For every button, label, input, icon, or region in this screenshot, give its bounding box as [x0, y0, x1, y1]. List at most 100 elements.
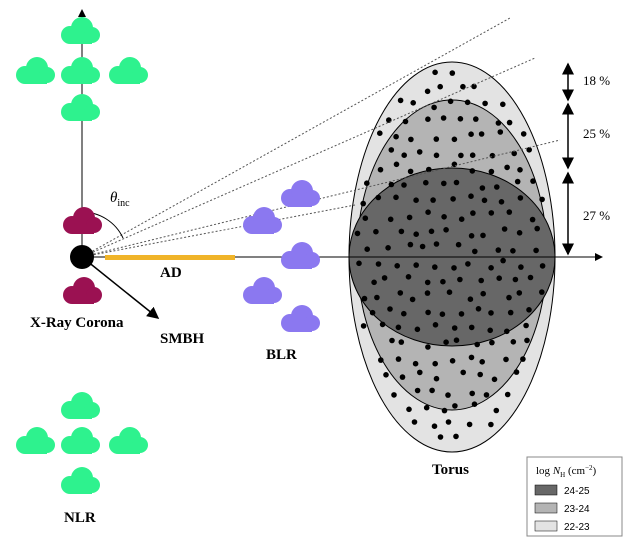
cloud-dot — [473, 116, 479, 122]
cloud-dot — [487, 327, 494, 334]
cloud-dot — [440, 115, 447, 121]
cloud-dot — [516, 230, 523, 236]
cloud-dot — [364, 180, 370, 186]
cloud-dot — [468, 131, 474, 137]
cloud-dot — [393, 161, 400, 168]
cloud-dot — [433, 136, 440, 142]
cloud-dot — [374, 294, 380, 301]
cloud-dot — [465, 261, 471, 267]
cloud-dot — [497, 129, 504, 135]
cloud-dot — [440, 278, 446, 285]
nlr-label: NLR — [64, 510, 96, 526]
cloud-dot — [506, 294, 512, 301]
legend-swatch — [534, 502, 558, 514]
legend-title-part: −2 — [585, 464, 593, 472]
cloud-dot — [423, 179, 429, 186]
cloud-dot — [533, 247, 539, 254]
cloud-dot — [513, 369, 520, 375]
cloud-dot — [386, 117, 392, 123]
cloud-dot — [451, 265, 457, 271]
cloud-dot — [437, 83, 444, 90]
cloud-dot — [451, 136, 458, 143]
cloud-dot — [377, 166, 384, 173]
cloud-dot — [453, 179, 460, 186]
cloud-dot — [413, 262, 420, 268]
cloud-dot — [466, 421, 473, 428]
cloud-dot — [356, 260, 362, 267]
cloud-dot — [480, 290, 487, 297]
cloud-dot — [414, 326, 421, 333]
cloud-dot — [432, 264, 438, 270]
cloud-dot — [511, 150, 517, 157]
cloud-dot — [428, 228, 435, 235]
cloud-dot — [477, 371, 484, 378]
cloud-dot — [398, 339, 405, 345]
legend-title-part: log — [536, 465, 553, 477]
cloud-dot — [450, 196, 456, 202]
cloud-dot — [504, 391, 511, 398]
cloud-dot — [510, 248, 516, 254]
fraction: 25 % — [583, 126, 610, 141]
cloud-dot — [381, 275, 388, 281]
cloud-dot — [520, 131, 527, 137]
cloud-dot — [449, 70, 456, 76]
cloud-dot — [523, 322, 529, 329]
cloud-dot — [407, 168, 414, 175]
cloud-dot — [506, 119, 513, 126]
cloud-dot — [410, 100, 417, 106]
cloud-dot — [416, 149, 423, 155]
cloud-dot — [399, 374, 406, 380]
cloud-dot — [468, 233, 475, 239]
cloud-dot — [362, 215, 369, 221]
cloud-dot — [441, 407, 448, 414]
cloud-dot — [413, 197, 419, 203]
cloud-dot — [389, 337, 395, 344]
cloud-dot — [388, 147, 395, 153]
smbh-label: SMBH — [160, 331, 205, 347]
fraction: 18 % — [583, 73, 610, 88]
legend-entry: 24-25 — [564, 486, 590, 497]
cloud-dot — [495, 120, 502, 126]
cloud-dot — [474, 341, 481, 348]
cloud-dot — [433, 241, 440, 247]
cloud-dot — [469, 152, 476, 158]
cloud-dot — [443, 227, 449, 233]
blr-label: BLR — [266, 347, 297, 363]
cloud-dot — [425, 209, 431, 215]
cloud-dot — [469, 168, 476, 174]
cloud-dot — [504, 164, 510, 171]
cloud-dot — [483, 392, 490, 398]
cloud-dot — [458, 216, 465, 222]
cloud-dot — [371, 279, 377, 286]
ad-label: AD — [160, 265, 182, 281]
cloud-dot — [451, 325, 458, 331]
cloud-dot — [447, 98, 454, 105]
cloud-dot — [501, 226, 508, 232]
legend-title-part: H — [560, 471, 565, 479]
legend-swatch — [534, 484, 558, 496]
legend-entry: 22-23 — [564, 522, 590, 533]
theta-subscript: inc — [117, 198, 130, 209]
cloud-dot — [431, 423, 438, 430]
cloud-dot — [512, 276, 519, 283]
cloud-dot — [432, 322, 439, 328]
cloud-dot — [524, 337, 530, 344]
cloud-dot — [500, 257, 506, 264]
sight-lines — [81, 17, 561, 258]
cloud-dot — [401, 152, 408, 158]
cloud-dot — [475, 306, 482, 312]
cloud-dot — [375, 261, 382, 267]
cloud-dot — [431, 104, 437, 111]
cloud-dot — [539, 263, 546, 269]
cloud-dot — [488, 210, 495, 216]
cloud-dot — [412, 360, 419, 367]
cloud-dot — [488, 265, 494, 271]
cloud-dot — [493, 407, 500, 414]
legend-swatch — [534, 520, 558, 532]
cloud-dot — [517, 195, 524, 201]
cloud-dot — [457, 276, 463, 283]
theta-label: θinc — [110, 190, 130, 209]
legend-entry: 23-24 — [564, 504, 590, 515]
cloud-dot — [417, 369, 423, 376]
cloud-dot — [393, 133, 399, 140]
